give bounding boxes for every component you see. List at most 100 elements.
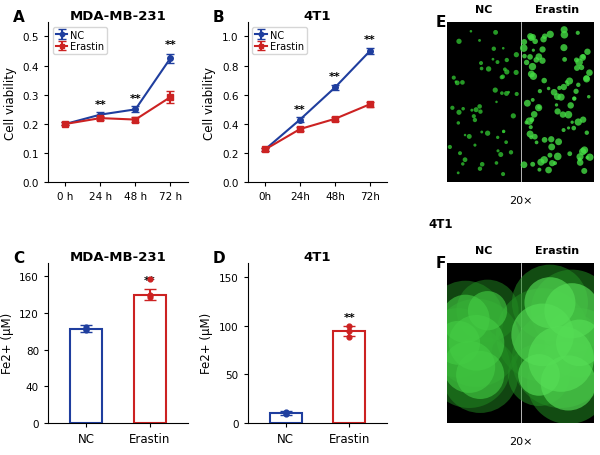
Point (504, 89, 514, 96)
Point (527, 64, 537, 71)
Point (556, 355, 566, 363)
Point (461, 315, 470, 323)
Point (497, 75, 506, 82)
Point (534, 105, 544, 112)
Point (547, 136, 556, 144)
Point (573, 30, 583, 37)
Text: Erastin: Erastin (535, 5, 580, 15)
Point (452, 80, 462, 87)
Point (565, 78, 574, 86)
Point (582, 130, 592, 137)
Title: 4T1: 4T1 (304, 250, 331, 263)
Point (539, 157, 549, 164)
Point (471, 107, 481, 114)
Point (529, 73, 538, 81)
Y-axis label: Fe2+ (μM): Fe2+ (μM) (1, 313, 14, 374)
Point (539, 78, 549, 85)
Point (562, 79, 571, 86)
Point (475, 104, 484, 111)
Y-axis label: Fe2+ (μM): Fe2+ (μM) (200, 313, 213, 374)
Text: NC: NC (475, 245, 493, 255)
Point (578, 55, 587, 62)
Point (502, 69, 512, 76)
Point (572, 65, 582, 72)
Point (445, 144, 455, 151)
Point (523, 101, 532, 108)
Point (563, 82, 572, 89)
Point (460, 132, 470, 139)
Text: **: ** (294, 105, 306, 115)
Text: **: ** (164, 40, 176, 50)
Point (560, 32, 569, 39)
Point (532, 139, 541, 147)
Point (522, 60, 532, 67)
Point (493, 148, 503, 155)
Title: MDA-MB-231: MDA-MB-231 (70, 250, 166, 263)
Point (464, 364, 474, 371)
Point (454, 39, 464, 46)
Y-axis label: Cell viability: Cell viability (4, 66, 17, 139)
Point (454, 339, 463, 347)
Text: 4T1: 4T1 (429, 218, 453, 231)
Point (488, 56, 498, 64)
Point (559, 45, 569, 52)
Point (498, 171, 508, 178)
Point (578, 54, 588, 61)
Point (544, 86, 553, 93)
Point (564, 125, 574, 132)
Point (512, 52, 521, 59)
Text: **: ** (343, 312, 355, 322)
Point (569, 125, 578, 132)
Point (506, 149, 516, 157)
Point (554, 139, 563, 146)
Point (560, 56, 569, 64)
Point (574, 82, 583, 89)
Point (493, 59, 502, 66)
Point (451, 79, 461, 86)
Point (470, 117, 480, 124)
Text: A: A (13, 10, 25, 25)
Point (582, 76, 592, 84)
Point (458, 161, 467, 168)
Point (538, 331, 547, 339)
Text: 20×: 20× (509, 196, 532, 206)
Point (575, 339, 584, 347)
Text: **: ** (130, 94, 141, 104)
Point (490, 87, 500, 95)
Point (528, 97, 538, 104)
Point (558, 111, 568, 119)
Point (584, 70, 594, 77)
Point (534, 54, 544, 61)
Point (559, 84, 569, 91)
Point (528, 34, 538, 41)
Point (551, 102, 561, 109)
Point (527, 117, 536, 125)
Point (344, 327, 354, 334)
Point (491, 160, 501, 167)
Point (581, 76, 591, 83)
Point (509, 113, 518, 120)
Point (544, 167, 553, 174)
Point (520, 53, 529, 61)
Point (538, 58, 547, 65)
Point (145, 276, 155, 283)
Point (585, 154, 595, 162)
Point (496, 152, 506, 159)
Point (489, 46, 499, 53)
Point (571, 88, 581, 96)
Point (491, 99, 501, 106)
Point (519, 46, 529, 53)
Bar (270, 414, 302, 423)
Point (454, 109, 464, 116)
Point (464, 133, 474, 141)
Point (556, 355, 566, 363)
Point (476, 109, 485, 116)
Point (529, 111, 539, 119)
Point (534, 371, 544, 379)
Point (545, 31, 555, 39)
Point (532, 57, 541, 65)
Text: NC: NC (475, 5, 493, 15)
Point (475, 38, 484, 45)
Point (82, 325, 91, 333)
Point (498, 74, 508, 81)
